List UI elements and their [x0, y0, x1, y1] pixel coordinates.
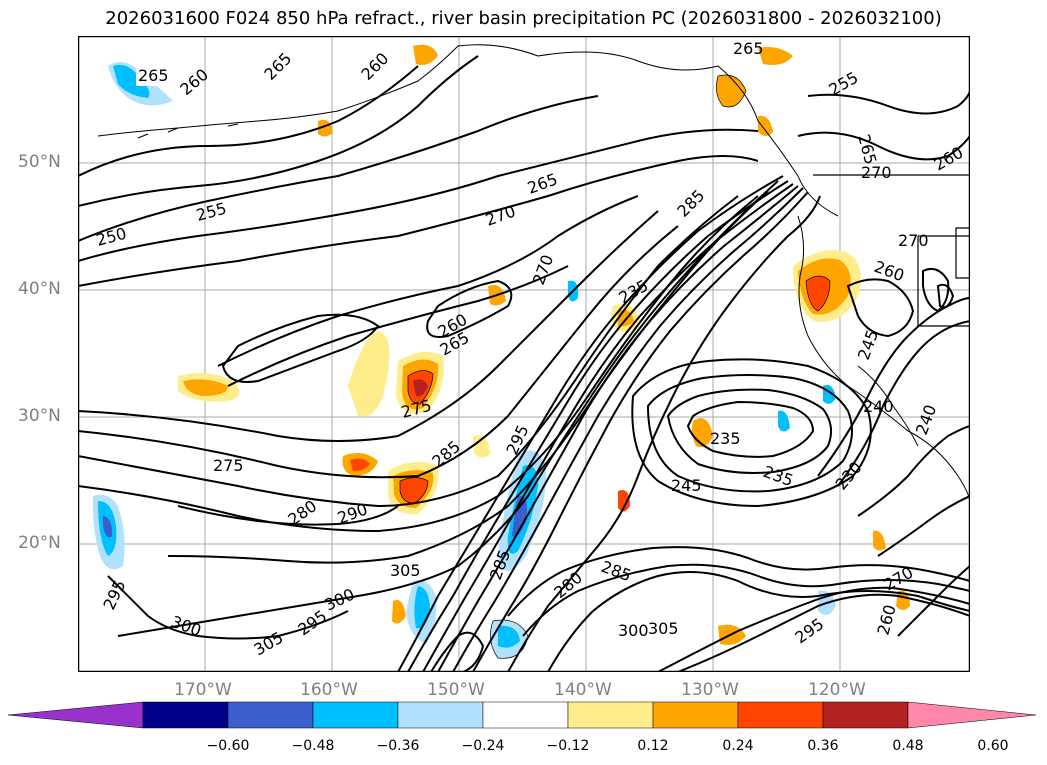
colorbar-segment — [567, 701, 654, 729]
contour-label: 270 — [898, 231, 929, 250]
shade-negative — [498, 625, 520, 648]
colorbar-segment — [482, 701, 569, 729]
lon-label: 140°W — [554, 680, 612, 700]
shade-negative — [512, 495, 527, 537]
lat-label: 30°N — [18, 406, 61, 426]
shade-positive — [473, 435, 490, 458]
contour-label: 265 — [733, 39, 764, 58]
shade-positive — [183, 379, 228, 396]
colorbar-tick-label: −0.12 — [546, 738, 590, 754]
contour-label: 270 — [861, 163, 892, 182]
colorbar — [8, 701, 1037, 729]
colorbar-tick-label: −0.48 — [291, 738, 335, 754]
lat-label: 40°N — [18, 279, 61, 299]
shade-positive — [758, 115, 773, 136]
colorbar-segment — [227, 701, 314, 729]
map-frame — [78, 36, 970, 672]
map-title: 2026031600 F024 850 hPa refract., river … — [105, 8, 942, 29]
map-plot: 265 260 260 265 265 250 255 270 265 270 … — [78, 36, 970, 672]
shade-positive — [350, 458, 370, 472]
shade-positive — [806, 276, 830, 311]
colorbar-extend-low — [8, 701, 144, 729]
colorbar-tick-label: 0.12 — [637, 738, 669, 754]
colorbar-segment — [312, 701, 399, 729]
lon-label: 120°W — [808, 680, 866, 700]
colorbar-segment — [737, 701, 824, 729]
colorbar-tick-label: 0.60 — [977, 738, 1009, 754]
colorbar-tick-label: 0.24 — [722, 738, 754, 754]
contour-label: 305 — [648, 619, 679, 638]
shade-negative — [113, 64, 150, 98]
contour-label: 235 — [710, 429, 741, 448]
colorbar-extend-high — [907, 701, 1037, 729]
shade-positive — [716, 75, 746, 107]
shade-positive — [758, 47, 793, 65]
contour-label: 275 — [213, 456, 244, 475]
lon-label: 170°W — [174, 680, 232, 700]
lat-label: 50°N — [18, 152, 61, 172]
shading-outlines — [399, 74, 831, 659]
contour-label: 265 — [138, 66, 169, 85]
shade-positive — [413, 379, 428, 397]
shade-positive — [413, 44, 438, 65]
shade-positive — [348, 331, 390, 417]
colorbar-tick-label: −0.24 — [461, 738, 505, 754]
contour-label: 240 — [863, 397, 894, 416]
colorbar-tick-label: 0.48 — [892, 738, 924, 754]
lon-label: 160°W — [300, 680, 358, 700]
shade-positive — [392, 600, 406, 624]
colorbar-tick-label: −0.60 — [206, 738, 250, 754]
colorbar-tick-label: 0.36 — [807, 738, 839, 754]
lon-label: 150°W — [427, 680, 485, 700]
shade-positive — [873, 530, 886, 551]
lat-label: 20°N — [18, 533, 61, 553]
colorbar-segment — [397, 701, 484, 729]
contour-label: 245 — [671, 476, 702, 495]
shade-positive — [618, 490, 630, 512]
refractivity-contours — [78, 55, 970, 672]
shade-negative — [103, 516, 113, 538]
colorbar-segment — [652, 701, 739, 729]
colorbar-segment — [822, 701, 909, 729]
colorbar-segment — [142, 701, 229, 729]
contour-label: 305 — [390, 561, 421, 580]
lon-label: 130°W — [681, 680, 739, 700]
colorbar-tick-label: −0.36 — [376, 738, 420, 754]
contour-label: 300 — [618, 621, 649, 640]
shade-negative — [778, 410, 790, 432]
precipitation-shading — [92, 44, 910, 659]
